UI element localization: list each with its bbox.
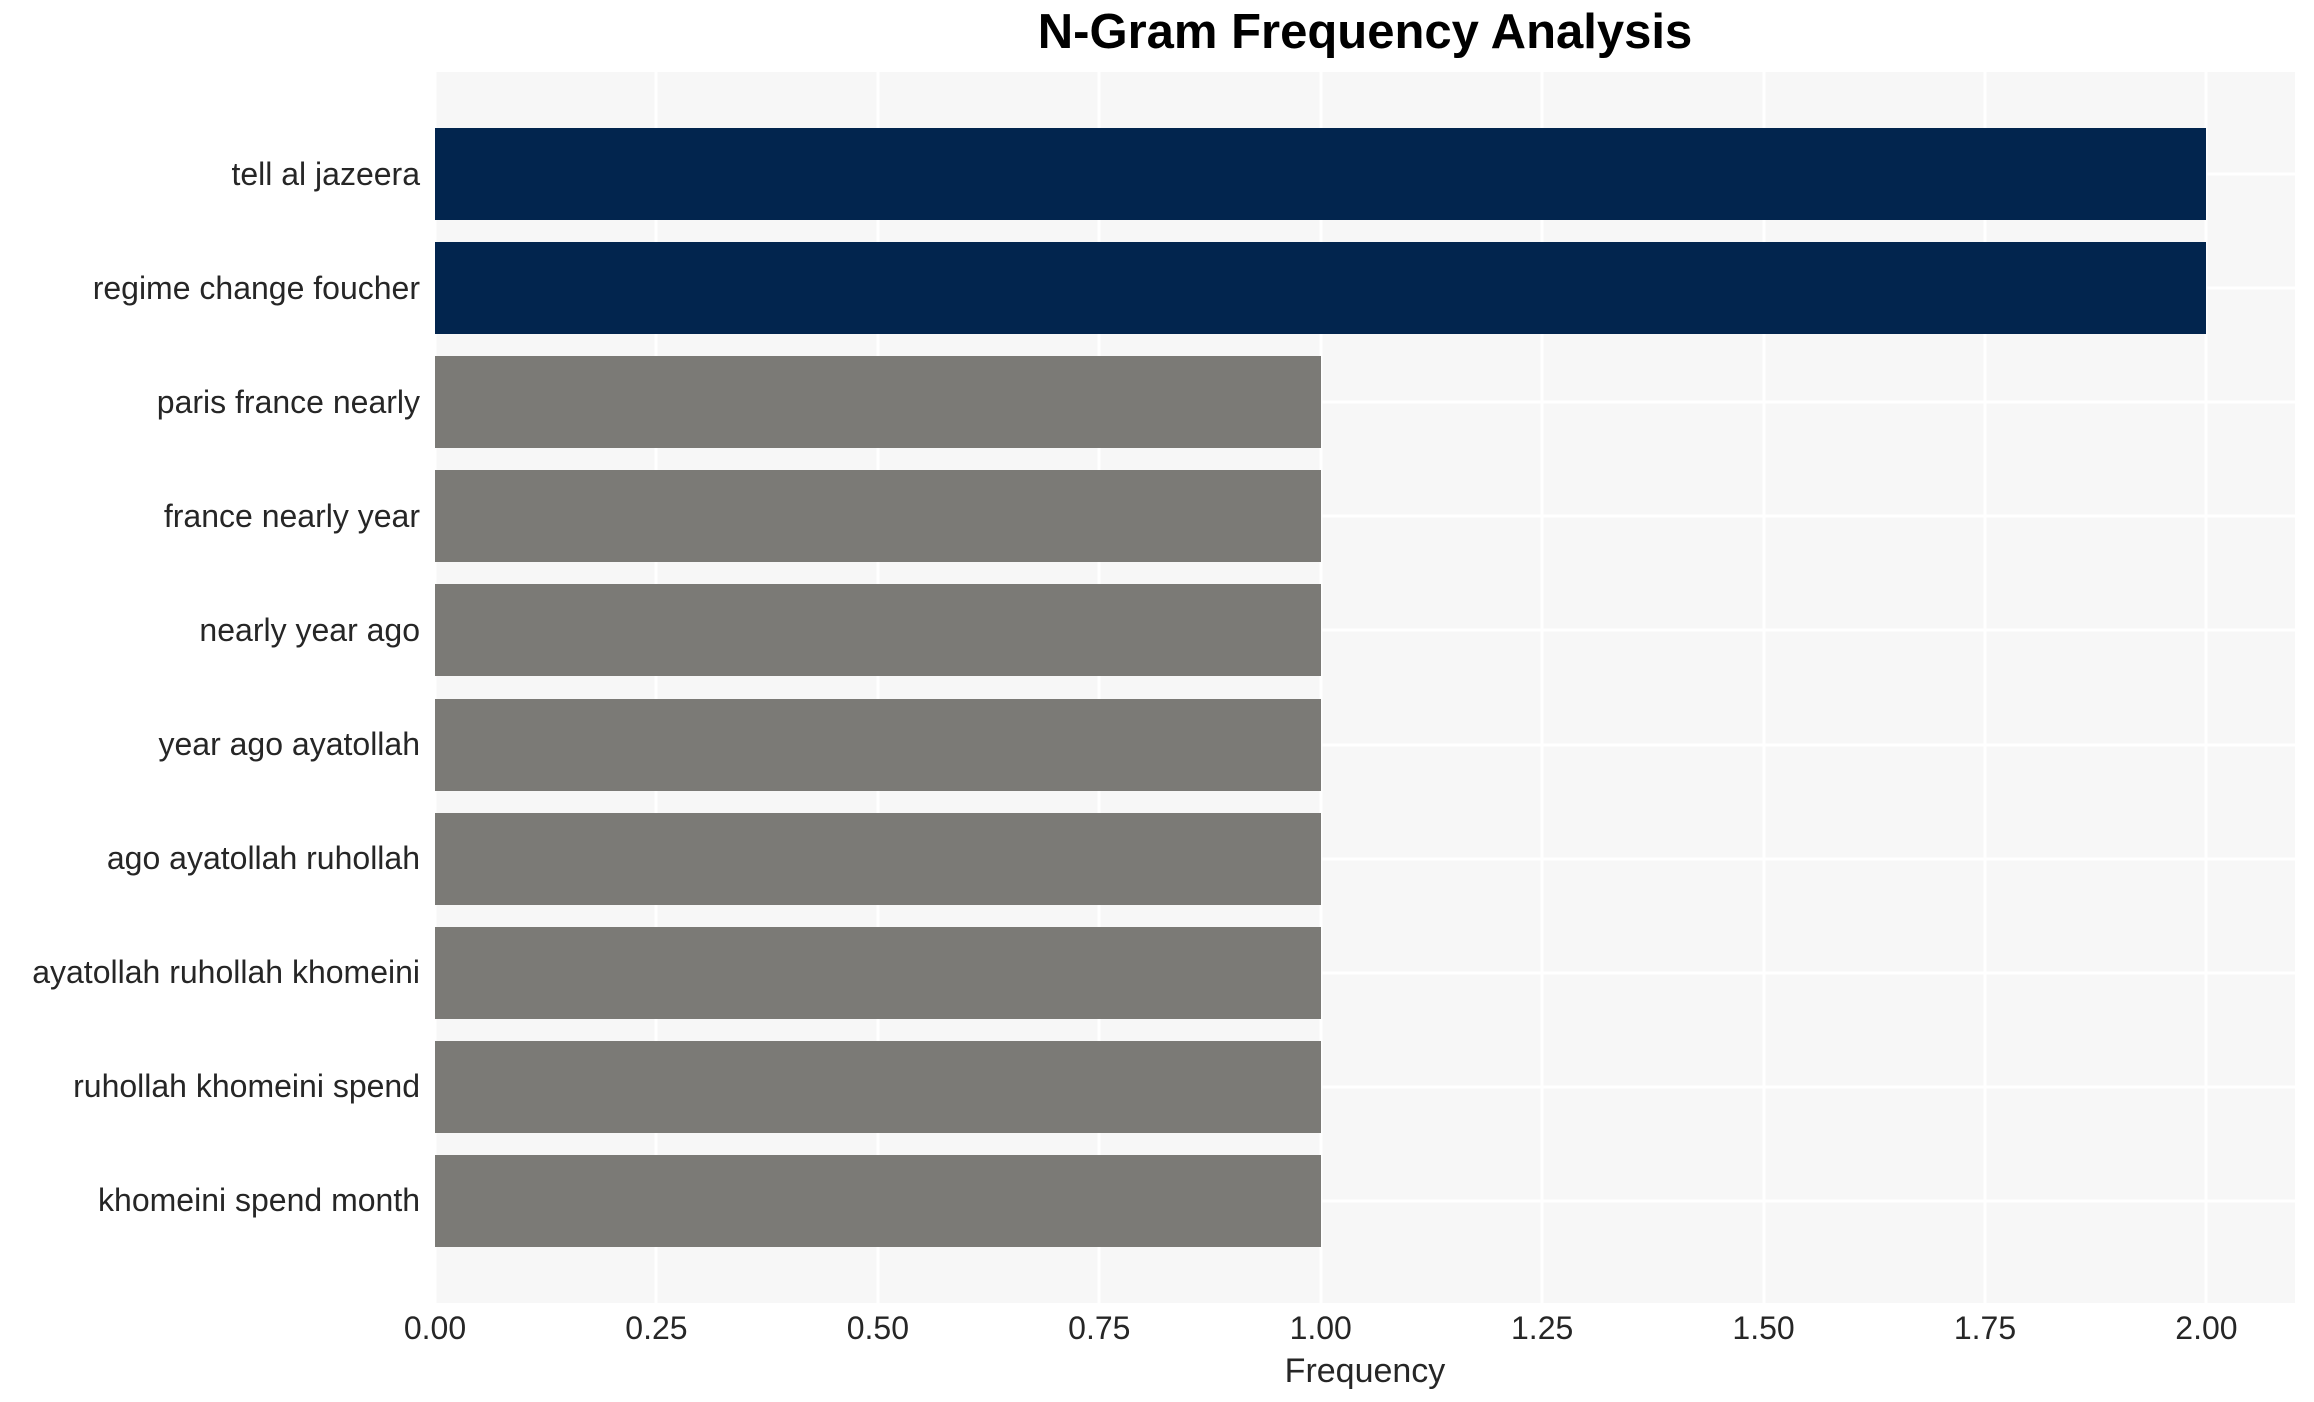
bar-khomeini-spend-month: [435, 1154, 1321, 1247]
x-tick-label: 1.50: [1732, 1310, 1795, 1346]
horizontal-gridline: [435, 514, 2295, 518]
bar-year-ago-ayatollah: [435, 698, 1321, 791]
vertical-gridline: [1540, 72, 1544, 1303]
plot-area: [433, 72, 2295, 1303]
bar-paris-france-nearly: [435, 356, 1321, 449]
x-tick-label: 2.00: [2175, 1310, 2238, 1346]
x-tick-label: 1.00: [1289, 1310, 1352, 1346]
y-tick-label: paris france nearly: [156, 383, 420, 420]
bar-ayatollah-ruhollah-khomeini: [435, 926, 1321, 1019]
y-tick-label: khomeini spend month: [98, 1182, 420, 1219]
x-tick-label: 0.00: [403, 1310, 467, 1346]
x-tick-label: 0.25: [625, 1310, 688, 1346]
vertical-gridline: [876, 72, 880, 1303]
vertical-gridline: [433, 72, 437, 1303]
bar-france-nearly-year: [435, 470, 1321, 563]
bar-tell-al-jazeera: [435, 128, 2207, 221]
horizontal-gridline: [435, 628, 2295, 632]
y-tick-label: regime change foucher: [92, 269, 420, 306]
vertical-gridline: [1983, 72, 1987, 1303]
y-tick-label: tell al jazeera: [231, 155, 420, 192]
horizontal-gridline: [435, 1199, 2295, 1203]
horizontal-gridline: [435, 400, 2295, 404]
y-tick-label: nearly year ago: [199, 611, 420, 648]
x-axis-ticks: 0.00 0.25 0.50 0.75 1.00 1.25 1.50 1.75 2.00: [404, 1310, 2295, 1350]
vertical-gridline: [1762, 72, 1766, 1303]
y-tick-label: france nearly year: [163, 497, 420, 534]
bar-ruhollah-khomeini-spend: [435, 1040, 1321, 1133]
x-tick-label: 0.50: [846, 1310, 909, 1346]
horizontal-gridline: [435, 1085, 2295, 1089]
y-tick-label: ago ayatollah ruhollah: [106, 840, 420, 877]
x-tick-label: 1.75: [1953, 1310, 2017, 1346]
horizontal-gridline: [435, 857, 2295, 861]
y-tick-label: ruhollah khomeini spend: [73, 1068, 420, 1105]
horizontal-gridline: [435, 971, 2295, 975]
vertical-gridline: [1319, 72, 1323, 1303]
horizontal-gridline: [435, 743, 2295, 747]
y-axis-labels: tell al jazeera regime change foucher pari…: [0, 72, 420, 1303]
vertical-gridline: [2204, 72, 2208, 1303]
chart-title: N-Gram Frequency Analysis: [1037, 5, 1693, 59]
bar-ago-ayatollah-ruhollah: [435, 812, 1321, 905]
y-tick-label: ayatollah ruhollah khomeini: [32, 954, 420, 991]
vertical-gridline: [1097, 72, 1101, 1303]
x-tick-label: 0.75: [1068, 1310, 1131, 1346]
x-tick-label: 1.25: [1511, 1310, 1574, 1346]
bar-nearly-year-ago: [435, 584, 1321, 677]
y-tick-label: year ago ayatollah: [158, 726, 420, 763]
vertical-gridline: [654, 72, 658, 1303]
bar-regime-change-foucher: [435, 242, 2207, 335]
x-axis-title: Frequency: [1284, 1352, 1446, 1390]
